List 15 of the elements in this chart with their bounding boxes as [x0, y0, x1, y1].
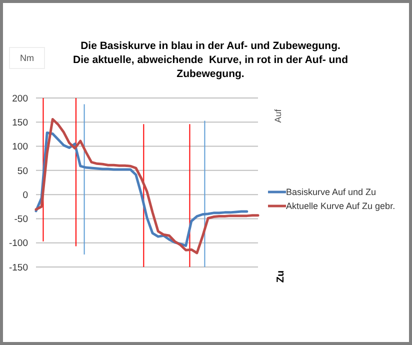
- y-tick-label: -150: [8, 262, 28, 274]
- line-series: [34, 118, 260, 254]
- y-tick-label: 100: [12, 142, 28, 153]
- y-axis-title: Nm: [9, 47, 45, 69]
- text: Auf: [272, 109, 283, 123]
- text: Zu: [276, 270, 287, 283]
- chart-title: Die Basiskurve in blau in der Auf- und Zubewegung. Die aktuelle, abweichende Kurve, in rot in der Auf- und Zubewegung.: [72, 39, 349, 81]
- y-tick-label: 150: [12, 118, 28, 129]
- y-tick-label: 0: [22, 190, 28, 201]
- y-tick-label: -50: [14, 214, 28, 226]
- y-tick-label: 50: [17, 166, 28, 177]
- legend-label: Aktuelle Kurve Auf Zu gebr.: [286, 201, 396, 211]
- y-tick-label: -100: [8, 238, 28, 250]
- legend-label: Basiskurve Auf und Zu: [286, 187, 376, 197]
- y-tick-label: 200: [12, 93, 28, 104]
